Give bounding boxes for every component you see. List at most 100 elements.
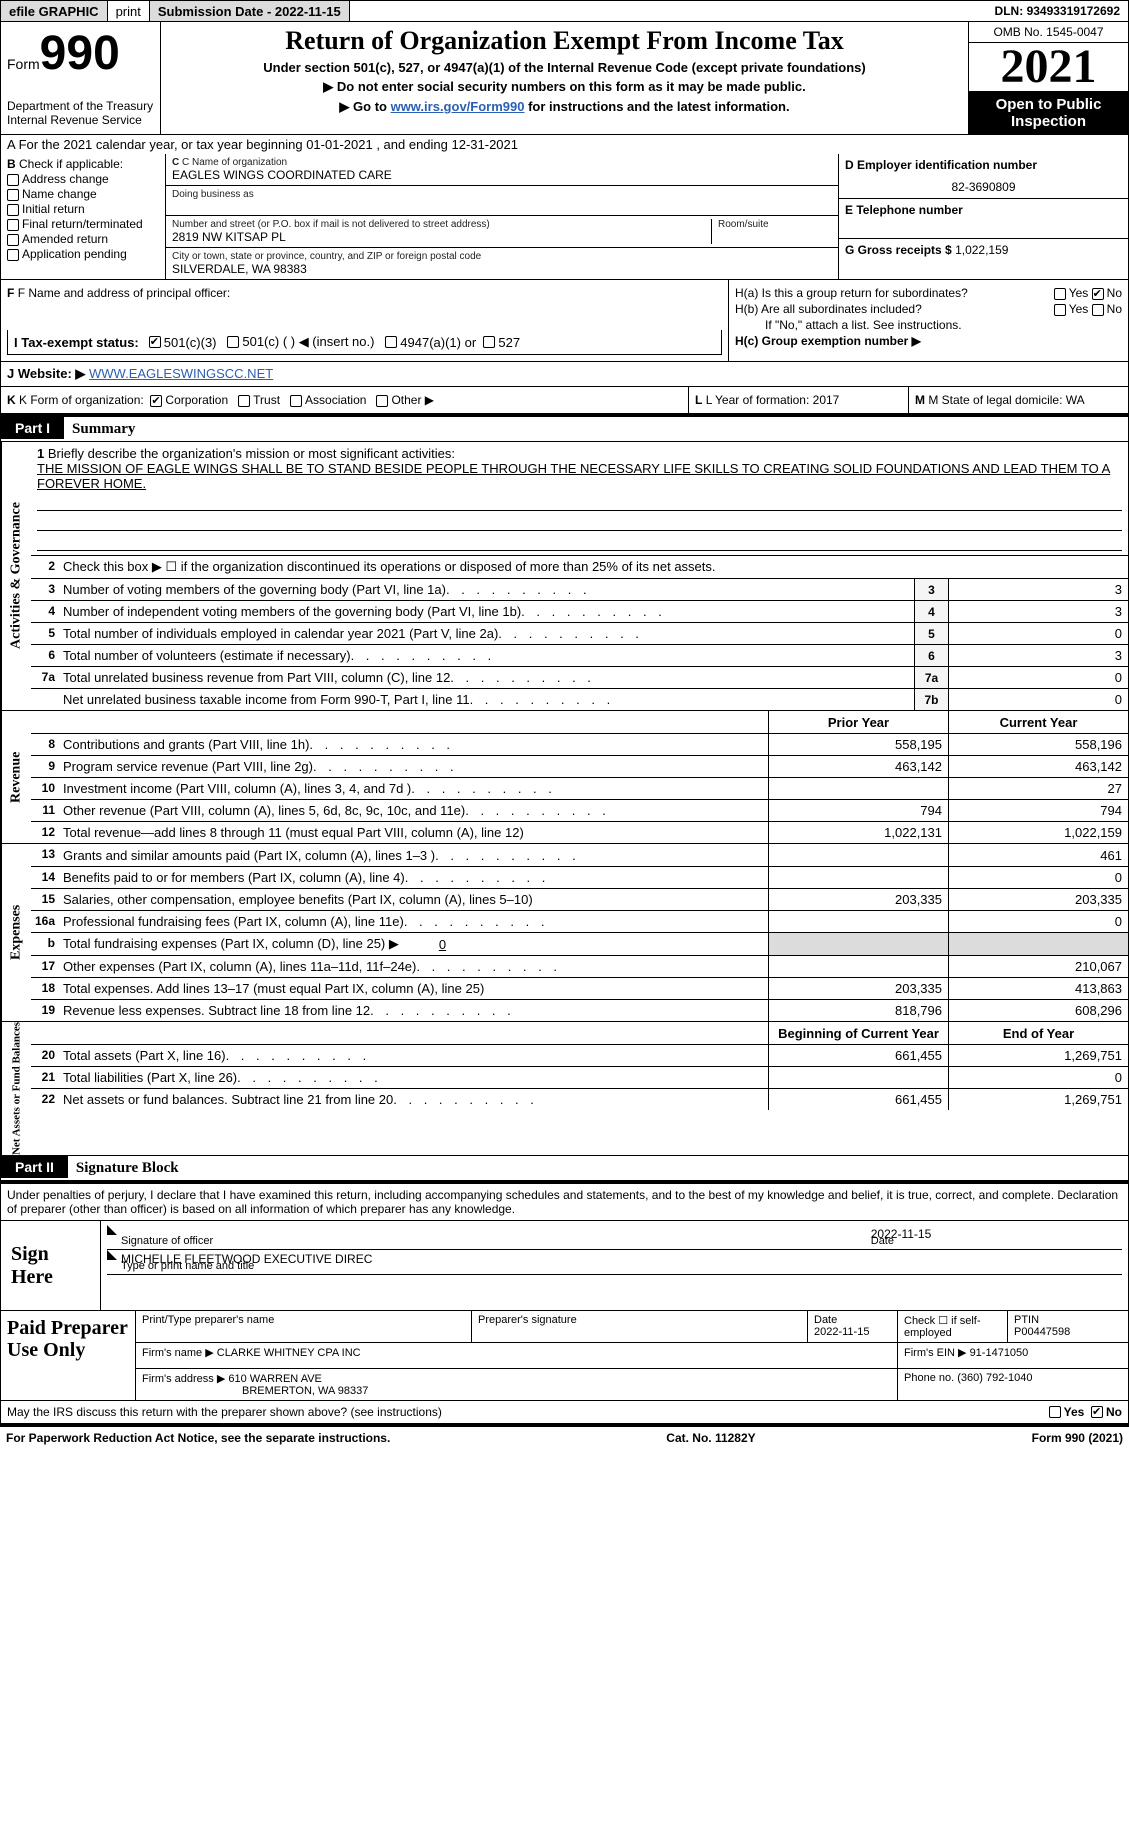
line-11: Other revenue (Part VIII, column (A), li…: [59, 800, 768, 821]
mission-block: 1 Briefly describe the organization's mi…: [31, 442, 1128, 555]
form-link: ▶ Go to www.irs.gov/Form990 for instruct…: [165, 99, 964, 115]
ein-row: D Employer identification number 82-3690…: [839, 154, 1128, 199]
form-number: Form990: [7, 26, 154, 81]
ha-no[interactable]: [1092, 288, 1104, 300]
gross-receipts-row: G Gross receipts $ 1,022,159: [839, 239, 1128, 279]
cb-name-change[interactable]: Name change: [7, 187, 159, 201]
line-6: Total number of volunteers (estimate if …: [59, 645, 914, 666]
expenses-block: Expenses 13Grants and similar amounts pa…: [0, 844, 1129, 1022]
bottom-row: For Paperwork Reduction Act Notice, see …: [0, 1424, 1129, 1449]
cb-corp[interactable]: [150, 395, 162, 407]
city-row: City or town, state or province, country…: [166, 248, 838, 279]
dln: DLN: 93493319172692: [995, 4, 1128, 18]
tax-year: 2021: [969, 43, 1128, 91]
cb-527[interactable]: [483, 336, 495, 348]
line-20: Total assets (Part X, line 16): [59, 1045, 768, 1066]
side-label-expenses: Expenses: [1, 844, 31, 1021]
net-assets-block: Net Assets or Fund Balances Beginning of…: [0, 1022, 1129, 1156]
paid-preparer-label: Paid Preparer Use Only: [1, 1311, 136, 1400]
preparer-date-cell: Date2022-11-15: [808, 1311, 898, 1342]
line-4: Number of independent voting members of …: [59, 601, 914, 622]
paperwork-notice: For Paperwork Reduction Act Notice, see …: [6, 1431, 390, 1445]
side-label-net-assets: Net Assets or Fund Balances: [1, 1022, 31, 1155]
activities-governance-block: Activities & Governance 1 Briefly descri…: [0, 442, 1129, 711]
sig-officer-cell[interactable]: Signature of officer: [107, 1225, 867, 1250]
side-label-revenue: Revenue: [1, 711, 31, 843]
sig-name-cell: MICHELLE FLEETWOOD EXECUTIVE DIRECType o…: [107, 1250, 1122, 1275]
line-13: Grants and similar amounts paid (Part IX…: [59, 844, 768, 866]
cb-initial-return[interactable]: Initial return: [7, 202, 159, 216]
line-17: Other expenses (Part IX, column (A), lin…: [59, 956, 768, 977]
topbar: efile GRAPHIC print Submission Date - 20…: [0, 0, 1129, 22]
firm-phone-cell: Phone no. (360) 792-1040: [898, 1369, 1128, 1400]
form-version: Form 990 (2021): [1032, 1431, 1123, 1445]
sign-here-block: Sign Here Signature of officer 2022-11-1…: [0, 1221, 1129, 1311]
hb-no[interactable]: [1092, 304, 1104, 316]
row-fh: F F Name and address of principal office…: [0, 280, 1129, 362]
firm-name-cell: Firm's name ▶ CLARKE WHITNEY CPA INC: [136, 1343, 898, 1368]
ha-yes[interactable]: [1054, 288, 1066, 300]
preparer-sig-cell: Preparer's signature: [472, 1311, 808, 1342]
form-subtitle-1: Under section 501(c), 527, or 4947(a)(1)…: [165, 60, 964, 75]
line-15: Salaries, other compensation, employee b…: [59, 889, 768, 910]
cb-trust[interactable]: [238, 395, 250, 407]
line-2: Check this box ▶ ☐ if the organization d…: [59, 556, 1128, 578]
cb-app-pending[interactable]: Application pending: [7, 247, 159, 261]
line-7b: Net unrelated business taxable income fr…: [59, 689, 914, 710]
form-subtitle-2: ▶ Do not enter social security numbers o…: [165, 79, 964, 95]
line-19: Revenue less expenses. Subtract line 18 …: [59, 1000, 768, 1021]
cb-assoc[interactable]: [290, 395, 302, 407]
cb-501c[interactable]: [227, 336, 239, 348]
cb-amended[interactable]: Amended return: [7, 232, 159, 246]
cb-4947[interactable]: [385, 336, 397, 348]
line-10: Investment income (Part VIII, column (A)…: [59, 778, 768, 799]
dba-row: Doing business as: [166, 186, 838, 216]
line-18: Total expenses. Add lines 13–17 (must eq…: [59, 978, 768, 999]
cb-final-return[interactable]: Final return/terminated: [7, 217, 159, 231]
line-12: Total revenue—add lines 8 through 11 (mu…: [59, 822, 768, 843]
cb-address-change[interactable]: Address change: [7, 172, 159, 186]
line-16a: Professional fundraising fees (Part IX, …: [59, 911, 768, 932]
hdr-end-year: End of Year: [948, 1022, 1128, 1044]
irs-link[interactable]: www.irs.gov/Form990: [391, 99, 525, 114]
efile-label: efile GRAPHIC: [1, 1, 108, 21]
print-button[interactable]: print: [108, 1, 150, 21]
firm-address-cell: Firm's address ▶ 610 WARREN AVEBREMERTON…: [136, 1369, 898, 1400]
part-2-header: Part IISignature Block: [0, 1156, 1129, 1181]
line-22: Net assets or fund balances. Subtract li…: [59, 1089, 768, 1110]
discuss-yes[interactable]: [1049, 1406, 1061, 1418]
col-h-group: H(a) Is this a group return for subordin…: [728, 280, 1128, 361]
col-b-checkboxes: B B Check if applicable:Check if applica…: [1, 154, 166, 279]
line-8: Contributions and grants (Part VIII, lin…: [59, 734, 768, 755]
line-21: Total liabilities (Part X, line 26): [59, 1067, 768, 1088]
line-7a: Total unrelated business revenue from Pa…: [59, 667, 914, 688]
line-5: Total number of individuals employed in …: [59, 623, 914, 644]
sign-here-label: Sign Here: [1, 1221, 101, 1310]
row-klm: K K Form of organization: Corporation Tr…: [0, 387, 1129, 414]
discuss-no[interactable]: [1091, 1406, 1103, 1418]
cat-no: Cat. No. 11282Y: [666, 1431, 755, 1445]
form-title: Return of Organization Exempt From Incom…: [165, 26, 964, 56]
org-name-row: C C Name of organization EAGLES WINGS CO…: [166, 154, 838, 186]
line-3: Number of voting members of the governin…: [59, 579, 914, 600]
part-1-header: Part ISummary: [0, 414, 1129, 442]
website-link[interactable]: WWW.EAGLESWINGSCC.NET: [89, 366, 273, 381]
firm-ein-cell: Firm's EIN ▶ 91-1471050: [898, 1343, 1128, 1368]
telephone-row: E Telephone number: [839, 199, 1128, 239]
section-bcd: B B Check if applicable:Check if applica…: [0, 154, 1129, 280]
self-employed-cell[interactable]: Check ☐ if self-employed: [898, 1311, 1008, 1342]
irs-discuss-row: May the IRS discuss this return with the…: [0, 1401, 1129, 1424]
side-label-activities: Activities & Governance: [1, 442, 31, 710]
hdr-prior-year: Prior Year: [768, 711, 948, 733]
hdr-beginning-year: Beginning of Current Year: [768, 1022, 948, 1044]
row-j-website: J Website: ▶ WWW.EAGLESWINGSCC.NET: [0, 362, 1129, 387]
cb-501c3[interactable]: [149, 336, 161, 348]
preparer-name-cell: Print/Type preparer's name: [136, 1311, 472, 1342]
line-16b: Total fundraising expenses (Part IX, col…: [59, 933, 768, 955]
cb-other[interactable]: [376, 395, 388, 407]
form-header: Form990 Department of the Treasury Inter…: [0, 22, 1129, 135]
irs-label: Internal Revenue Service: [7, 113, 154, 127]
col-f-officer: F F Name and address of principal office…: [1, 280, 728, 361]
line-9: Program service revenue (Part VIII, line…: [59, 756, 768, 777]
hb-yes[interactable]: [1054, 304, 1066, 316]
